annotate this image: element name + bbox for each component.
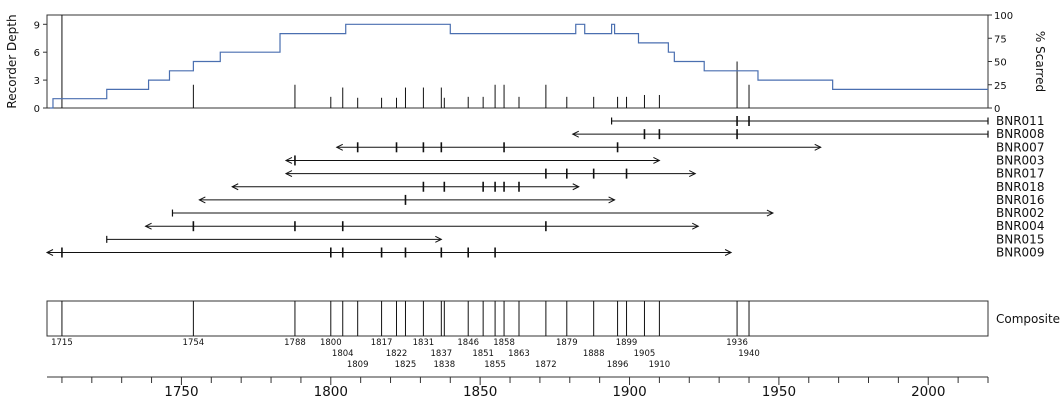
series-start-arrow bbox=[284, 157, 293, 164]
composite-frame bbox=[46, 300, 989, 337]
series-start-arrow bbox=[231, 183, 239, 191]
series-start-arrow bbox=[45, 249, 54, 256]
composite-year-label: 1899 bbox=[616, 338, 638, 348]
composite-year-label: 1879 bbox=[556, 338, 578, 348]
series-label: BNR007 bbox=[996, 140, 1044, 154]
pct-scarred-tick-label: 0 bbox=[994, 104, 1000, 115]
recorder-depth-tick-label: 3 bbox=[34, 76, 40, 87]
composite-year-label: 1822 bbox=[386, 349, 408, 359]
pct-scarred-tick-label: 100 bbox=[994, 11, 1013, 22]
series-row: BNR017 bbox=[284, 167, 1044, 181]
series-label: BNR003 bbox=[996, 153, 1044, 167]
composite-year-label: 1872 bbox=[535, 360, 557, 370]
series-row: BNR009 bbox=[45, 246, 1044, 260]
composite-year-label: 1910 bbox=[649, 360, 671, 370]
top-panel: 0 3 6 9 Recorder Depth 0 25 50 75 100 % Scarred bbox=[5, 11, 1047, 115]
x-axis: 1750 1800 1850 1900 1950 2000 bbox=[47, 376, 989, 400]
series-label: BNR016 bbox=[996, 193, 1044, 207]
series-label: BNR015 bbox=[996, 232, 1044, 246]
x-axis-tick-label: 1950 bbox=[762, 384, 796, 400]
recorder-depth-line bbox=[49, 23, 988, 109]
composite-year-label: 1846 bbox=[457, 338, 479, 348]
series-label: BNR008 bbox=[996, 127, 1044, 141]
series-row: BNR016 bbox=[198, 193, 1044, 207]
composite-year-label: 1788 bbox=[284, 338, 306, 348]
series-panel: BNR011BNR008BNR007BNR003BNR017BNR018BNR0… bbox=[45, 114, 1044, 260]
series-end-arrow bbox=[766, 209, 775, 217]
composite-year-label: 1804 bbox=[332, 349, 354, 359]
composite-year-label: 1831 bbox=[413, 338, 435, 348]
series-row: BNR015 bbox=[106, 232, 1044, 246]
series-start-arrow bbox=[335, 143, 343, 151]
series-label: BNR009 bbox=[996, 246, 1044, 260]
composite-year-label: 1809 bbox=[347, 360, 369, 370]
recorder-depth-axis-title: Recorder Depth bbox=[5, 14, 19, 108]
composite-year-label: 1817 bbox=[371, 338, 393, 348]
series-end-arrow bbox=[435, 235, 443, 243]
series-end-arrow bbox=[608, 196, 616, 204]
series-row: BNR002 bbox=[171, 206, 1044, 220]
series-end-arrow bbox=[653, 157, 661, 164]
composite-year-label: 1888 bbox=[583, 349, 605, 359]
series-label: BNR011 bbox=[996, 114, 1044, 128]
composite-label: Composite bbox=[996, 312, 1060, 326]
composite-year-label: 1825 bbox=[395, 360, 417, 370]
x-axis-tick-label: 1900 bbox=[612, 384, 646, 400]
top-panel-frame bbox=[46, 14, 989, 109]
recorder-depth-tick-label: 9 bbox=[34, 20, 40, 31]
series-end-arrow bbox=[724, 249, 733, 256]
composite-year-label: 1936 bbox=[726, 338, 748, 348]
series-start-arrow bbox=[144, 222, 152, 230]
series-row: BNR008 bbox=[571, 127, 1044, 141]
series-label: BNR004 bbox=[996, 219, 1044, 233]
series-end-arrow bbox=[692, 222, 700, 230]
x-axis-tick-label: 1800 bbox=[314, 384, 348, 400]
x-axis-tick-label: 1850 bbox=[463, 384, 497, 400]
series-row: BNR011 bbox=[610, 114, 1044, 128]
composite-year-label: 1858 bbox=[493, 338, 515, 348]
series-row: BNR004 bbox=[144, 219, 1044, 233]
recorder-depth-tick-label: 6 bbox=[34, 48, 40, 59]
series-end-arrow bbox=[814, 143, 822, 151]
composite-year-label: 1896 bbox=[607, 360, 629, 370]
series-start-arrow bbox=[571, 130, 579, 138]
series-row: BNR018 bbox=[231, 180, 1044, 194]
composite-year-label: 1855 bbox=[484, 360, 506, 370]
recorder-depth-tick-label: 0 bbox=[34, 104, 40, 115]
x-axis-tick-label: 2000 bbox=[911, 384, 945, 400]
series-start-arrow bbox=[284, 170, 293, 178]
series-row: BNR007 bbox=[335, 140, 1044, 154]
composite-year-label: 1851 bbox=[472, 349, 494, 359]
series-end-arrow bbox=[689, 170, 697, 178]
pct-scarred-tick-label: 75 bbox=[994, 34, 1007, 45]
pct-scarred-axis-title: % Scarred bbox=[1033, 31, 1047, 92]
composite-year-label: 1800 bbox=[320, 338, 342, 348]
composite-year-label: 1715 bbox=[51, 338, 73, 348]
series-row: BNR003 bbox=[284, 153, 1044, 167]
composite-year-label: 1837 bbox=[431, 349, 453, 359]
series-label: BNR017 bbox=[996, 167, 1044, 181]
series-label: BNR018 bbox=[996, 180, 1044, 194]
composite-year-label: 1905 bbox=[634, 349, 656, 359]
series-start-arrow bbox=[198, 196, 206, 204]
pct-scarred-tick-label: 50 bbox=[994, 58, 1007, 69]
x-axis-tick-label: 1750 bbox=[164, 384, 198, 400]
pct-scarred-tick-label: 25 bbox=[994, 81, 1007, 92]
composite-year-label: 1940 bbox=[738, 349, 760, 359]
composite-year-label: 1754 bbox=[183, 338, 205, 348]
series-label: BNR002 bbox=[996, 206, 1044, 220]
composite-year-label: 1838 bbox=[433, 360, 455, 370]
series-end-arrow bbox=[572, 183, 580, 191]
composite-year-label: 1863 bbox=[508, 349, 530, 359]
